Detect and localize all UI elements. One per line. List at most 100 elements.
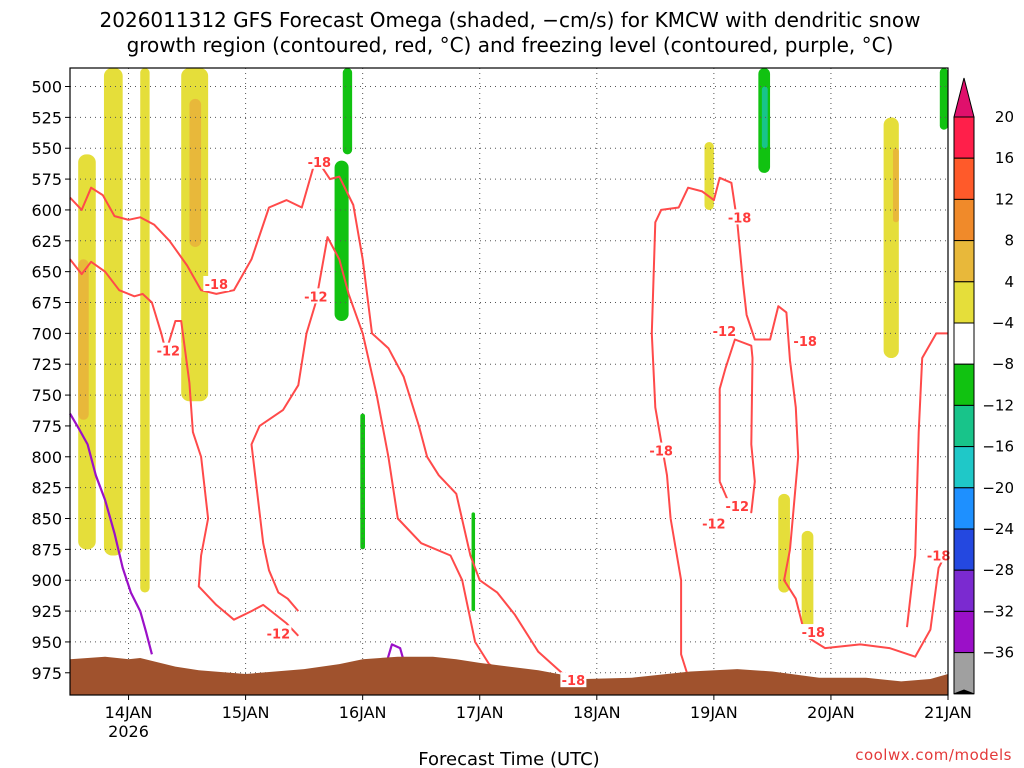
contour-label: -12: [726, 500, 750, 515]
terrain: [70, 656, 948, 695]
y-tick-label: 625: [31, 232, 62, 251]
colorbar-swatch: [953, 652, 975, 695]
x-tick-label: 14JAN: [105, 703, 153, 722]
x-tick-label: 17JAN: [456, 703, 504, 722]
omega-pos-4-8: [704, 142, 714, 210]
contour-label-bg: [203, 275, 230, 291]
colorbar-tick-label: 12: [995, 190, 1014, 208]
x-axis-title: Forecast Time (UTC): [418, 749, 599, 768]
dgz-contour-18: [590, 176, 949, 687]
colorbar-tick-label: −28: [982, 561, 1014, 579]
colorbar-swatch: [953, 363, 975, 406]
x-tick-label: 20JAN: [807, 703, 855, 722]
colorbar-tick-label: −32: [982, 602, 1014, 620]
contour-label-bg: [724, 498, 751, 514]
contour-label-bg: [700, 515, 727, 531]
y-tick-label: 800: [31, 448, 62, 467]
colorbar-swatch: [953, 198, 975, 242]
contour-label-bg: [711, 322, 738, 338]
y-axis: 500 525 550 575 600 625 650 675 700 725 750 775 800 8…: [31, 78, 70, 683]
colorbar-tick-label: 16: [995, 149, 1014, 167]
colorbar-tick-label: −12: [982, 396, 1014, 414]
colorbar: 20 16 12 8 4 −4 −8 −12 −16 −20 −24 −28 −32 −36: [953, 77, 1014, 695]
freezing-level-contour: [385, 643, 405, 665]
colorbar-swatch: [953, 528, 975, 571]
colorbar-tick-label: −4: [992, 314, 1014, 332]
omega-pos-4-8: [801, 530, 814, 630]
contour-label: -12: [304, 290, 328, 305]
colorbar-tick-label: −36: [982, 644, 1014, 662]
colorbar-tick-label: 20: [995, 108, 1014, 126]
y-tick-label: 600: [31, 201, 62, 220]
plot-frame: [69, 67, 949, 696]
credit-text: coolwx.com/models: [855, 746, 1012, 764]
colorbar-tick-label: 8: [1004, 232, 1014, 250]
colorbar-tick-label: −24: [982, 520, 1014, 538]
colorbar-swatch: [953, 240, 975, 283]
y-tick-label: 700: [31, 324, 62, 343]
contour-label: -18: [802, 626, 826, 641]
y-tick-label: 850: [31, 510, 62, 529]
contour-label: -12: [713, 325, 737, 340]
y-tick-label: 875: [31, 540, 62, 559]
colorbar-swatch: [953, 116, 975, 159]
contour-label-bg: [302, 288, 329, 304]
contour-label-bg: [792, 332, 819, 348]
colorbar-swatch: [953, 322, 975, 365]
colorbar-tick-label: 4: [1004, 273, 1014, 291]
contour-label: -18: [793, 335, 817, 350]
contour-label: -12: [267, 627, 291, 642]
omega-pos-8-12: [892, 148, 899, 223]
y-tick-label: 750: [31, 386, 62, 405]
dgz-contour-18: [906, 332, 948, 628]
contour-label-bg: [560, 672, 587, 688]
contour-label-bg: [648, 442, 675, 458]
colorbar-swatch: [953, 569, 975, 612]
colorbar-swatch: [953, 281, 975, 324]
colorbar-swatch: [953, 157, 975, 200]
colorbar-tick-label: −8: [992, 355, 1014, 373]
y-tick-label: 975: [31, 664, 62, 683]
y-tick-label: 525: [31, 108, 62, 127]
colorbar-swatch: [953, 446, 975, 489]
omega-pos-8-12: [78, 259, 89, 420]
omega-neg-4-8: [334, 160, 349, 322]
colorbar-top-arrow: [953, 77, 975, 118]
y-tick-label: 925: [31, 602, 62, 621]
contour-label-bg: [800, 624, 827, 640]
contour-label-bg: [726, 209, 753, 225]
dgz-contour-12: [250, 236, 504, 674]
colorbar-tick-label: −20: [982, 479, 1014, 497]
omega-neg-4-8: [939, 68, 948, 130]
y-tick-label: 575: [31, 170, 62, 189]
y-tick-label: 500: [31, 78, 62, 97]
y-tick-label: 950: [31, 633, 62, 652]
contour-label: -18: [927, 550, 951, 565]
y-tick-label: 900: [31, 571, 62, 590]
contour-label: -12: [702, 517, 726, 532]
colorbar-swatch: [953, 404, 975, 448]
terrain-fill: [70, 656, 948, 695]
y-tick-label: 825: [31, 479, 62, 498]
x-tick-label: 19JAN: [690, 703, 738, 722]
x-tick-sublabel: 2026: [108, 722, 149, 741]
contour-label: -18: [562, 674, 586, 689]
y-tick-label: 725: [31, 355, 62, 374]
omega-neg-4-8: [342, 68, 353, 155]
omega-neg-8-12: [761, 86, 768, 149]
omega-pos-8-12: [189, 98, 202, 247]
chart-title-line-2: growth region (contoured, red, °C) and f…: [127, 33, 894, 57]
omega-neg-4-8: [360, 413, 366, 550]
y-tick-label: 550: [31, 139, 62, 158]
omega-pos-4-8: [140, 68, 150, 593]
y-tick-label: 775: [31, 417, 62, 436]
contour-label: -18: [728, 211, 752, 226]
colorbar-swatch: [953, 487, 975, 530]
y-tick-label: 675: [31, 294, 62, 313]
x-tick-label: 15JAN: [222, 703, 270, 722]
omega-pos-4-8: [103, 68, 123, 556]
chart-title: 2026011312 GFS Forecast Omega (shaded, −…: [100, 8, 921, 57]
contour-labels: -18-18-12-12-12-18-12-18-18-12-12-18-18-…: [155, 153, 952, 689]
colorbar-swatch: [953, 610, 975, 654]
